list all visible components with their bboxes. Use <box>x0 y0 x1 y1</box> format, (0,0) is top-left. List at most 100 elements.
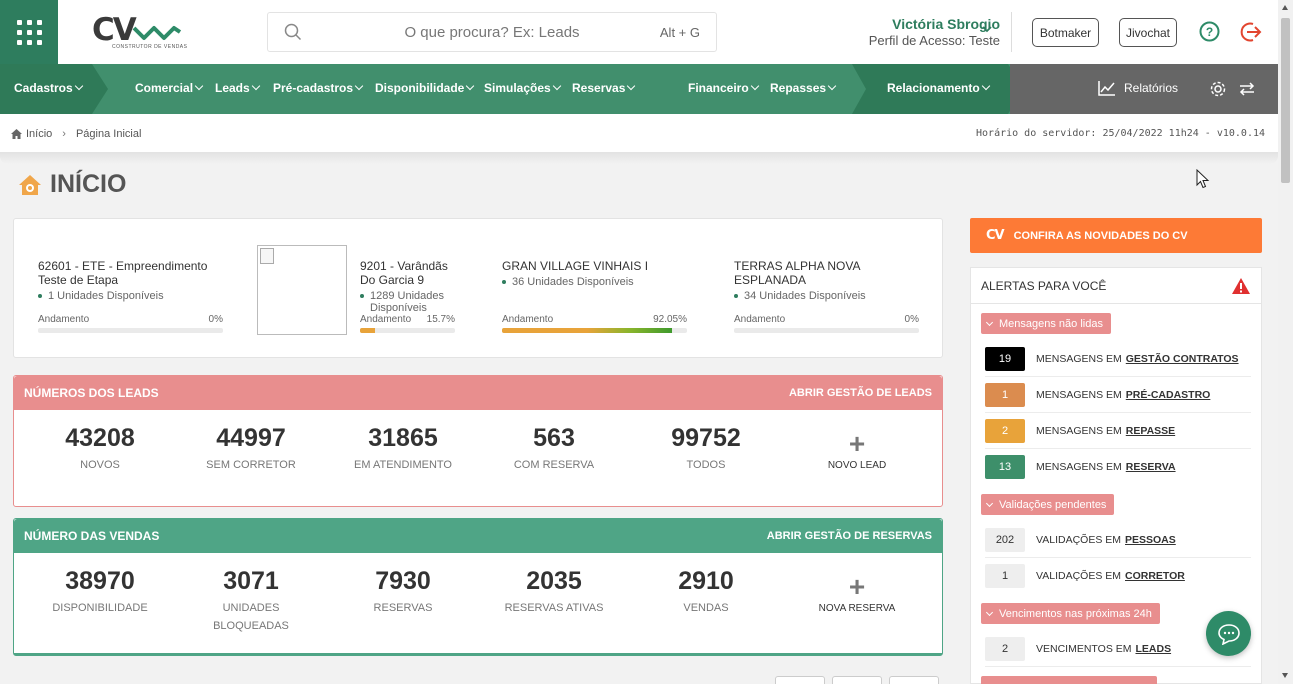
nav-segment <box>0 64 108 114</box>
new-reservation-button[interactable]: + NOVA RESERVA <box>782 573 932 615</box>
stat-label: RESERVAS ATIVAS <box>504 602 604 614</box>
chevron-down-icon[interactable] <box>982 26 992 34</box>
sales-panel-title: NÚMERO DAS VENDAS <box>24 529 160 543</box>
apps-menu-button[interactable] <box>0 0 58 64</box>
breadcrumb-home[interactable]: Início <box>26 128 53 140</box>
alert-row[interactable]: 202 VALIDAÇÕES EM PESSOAS <box>985 522 1251 558</box>
help-icon[interactable]: ? <box>1199 21 1220 42</box>
nav-simulacoes[interactable]: Simulações <box>484 81 561 95</box>
open-reservations-link[interactable]: ABRIR GESTÃO DE RESERVAS <box>766 530 932 542</box>
nav-cadastros[interactable]: Cadastros <box>14 81 83 95</box>
project-item[interactable]: 9201 - Varândãs Do Garcia 9 1289 Unidade… <box>360 259 455 314</box>
project-item[interactable]: TERRAS ALPHA NOVA ESPLANADA 34 Unidades … <box>734 259 919 302</box>
nav-reservas[interactable]: Reservas <box>572 81 636 95</box>
alert-link[interactable]: GESTÃO CONTRATOS <box>1125 352 1239 365</box>
mouse-cursor-icon <box>1196 169 1210 189</box>
scrollbar-thumb[interactable] <box>1281 18 1290 183</box>
alert-row[interactable]: 1 MENSAGENS EM PRÉ-CADASTRO <box>985 377 1251 413</box>
progress-value: 15.7% <box>426 314 455 325</box>
stat-value: 2035 <box>526 567 582 595</box>
swap-icon[interactable] <box>1239 81 1255 97</box>
breadcrumb-current: Página Inicial <box>75 128 142 140</box>
alert-row[interactable]: 13 MENSAGENS EM RESERVA <box>985 449 1251 485</box>
alert-row[interactable]: 19 MENSAGENS EM GESTÃO CONTRATOS <box>985 341 1251 377</box>
news-button[interactable]: CV CONFIRA AS NOVIDADES DO CV <box>970 218 1262 253</box>
nav-comercial[interactable]: Comercial <box>135 81 204 95</box>
group-toggle-messages[interactable]: Mensagens não lidas <box>981 313 1111 334</box>
stat-value: 43208 <box>65 424 135 452</box>
nav-label: Repasses <box>770 81 827 95</box>
stat-label: TODOS <box>686 459 726 471</box>
progress-bar: Andamento 0% <box>38 314 223 333</box>
nav-disponibilidade[interactable]: Disponibilidade <box>375 81 475 95</box>
chevron-right-icon: › <box>62 128 66 140</box>
nav-label: Relatórios <box>1124 81 1179 95</box>
alert-link[interactable]: RESERVA <box>1125 461 1176 473</box>
status-dot <box>502 280 506 284</box>
plus-icon: + <box>848 428 866 459</box>
alert-link[interactable]: REPASSE <box>1125 424 1176 437</box>
alert-row[interactable]: 2 MENSAGENS EM REPASSE <box>985 413 1251 449</box>
group-toggle[interactable] <box>981 676 1157 684</box>
top-header: CV CONSTRUTOR DE VENDAS O que procura? E… <box>0 0 1278 64</box>
stat-reservas-ativas[interactable]: 2035 RESERVAS ATIVAS <box>479 567 629 617</box>
stat-em-atendimento[interactable]: 31865 EM ATENDIMENTO <box>328 424 478 474</box>
botmaker-button[interactable]: Botmaker <box>1032 18 1099 47</box>
partial-button[interactable] <box>832 676 882 684</box>
group-toggle-due[interactable]: Vencimentos nas próximas 24h <box>981 603 1160 624</box>
stat-sem-corretor[interactable]: 44997 SEM CORRETOR <box>176 424 326 474</box>
divider <box>1011 12 1012 52</box>
alert-link[interactable]: PESSOAS <box>1125 533 1176 546</box>
stat-reservas[interactable]: 7930 RESERVAS <box>328 567 478 617</box>
home-gear-icon <box>19 174 41 195</box>
scroll-down-icon[interactable] <box>1282 673 1288 678</box>
user-menu[interactable]: Victória Sbrogio Perfil de Acesso: Teste <box>820 16 1000 48</box>
jivochat-button[interactable]: Jivochat <box>1119 18 1177 47</box>
nav-relatorios[interactable]: Relatórios <box>1098 80 1178 96</box>
stat-vendas[interactable]: 2910 VENDAS <box>631 567 781 617</box>
project-item[interactable]: GRAN VILLAGE VINHAIS I 36 Unidades Dispo… <box>502 259 687 288</box>
group-toggle-validations[interactable]: Validações pendentes <box>981 494 1115 515</box>
nav-pre-cadastros[interactable]: Pré-cadastros <box>273 81 364 95</box>
search-placeholder: O que procura? Ex: Leads <box>404 24 580 41</box>
count-badge: 2 <box>985 418 1025 443</box>
nav-relacionamento[interactable]: Relacionamento <box>887 81 990 95</box>
scroll-up-icon[interactable] <box>1282 5 1288 10</box>
status-dot <box>734 294 738 298</box>
alert-link[interactable]: LEADS <box>1135 642 1172 655</box>
chat-button[interactable] <box>1206 611 1251 656</box>
alert-text: VALIDAÇÕES EM <box>1036 533 1121 546</box>
partial-button[interactable] <box>889 676 939 684</box>
nav-financeiro[interactable]: Financeiro <box>688 81 759 95</box>
progress-label: Andamento <box>38 314 90 325</box>
stat-com-reserva[interactable]: 563 COM RESERVA <box>479 424 629 474</box>
stat-novos[interactable]: 43208 NOVOS <box>25 424 175 474</box>
scrollbar[interactable] <box>1278 0 1293 684</box>
svg-text:?: ? <box>1206 25 1213 39</box>
gear-icon[interactable] <box>1209 80 1227 98</box>
search-input[interactable]: O que procura? Ex: Leads Alt + G <box>267 12 717 52</box>
stat-unidades-bloqueadas[interactable]: 3071 UNIDADES BLOQUEADAS <box>176 567 326 635</box>
alert-row[interactable]: 2 VENCIMENTOS EM LEADS <box>985 631 1251 667</box>
stat-disponibilidade[interactable]: 38970 DISPONIBILIDADE <box>25 567 175 617</box>
stat-value: 31865 <box>368 424 438 452</box>
alert-text: MENSAGENS EM <box>1036 461 1122 473</box>
count-badge: 202 <box>985 527 1025 552</box>
news-button-label: CONFIRA AS NOVIDADES DO CV <box>1013 229 1188 242</box>
alert-link[interactable]: PRÉ-CADASTRO <box>1125 388 1211 401</box>
logo[interactable]: CV CONSTRUTOR DE VENDAS <box>92 12 187 54</box>
alert-link[interactable]: CORRETOR <box>1125 570 1185 582</box>
nav-repasses[interactable]: Repasses <box>770 81 837 95</box>
stat-label: EM ATENDIMENTO <box>354 459 452 471</box>
alert-row[interactable]: 1 VALIDAÇÕES EM CORRETOR <box>985 558 1251 594</box>
new-lead-button[interactable]: + NOVO LEAD <box>782 428 932 472</box>
project-item[interactable]: 62601 - ETE - Empreendimento Teste de Et… <box>38 259 218 302</box>
nav-leads[interactable]: Leads <box>215 81 260 95</box>
logout-icon[interactable] <box>1240 21 1262 43</box>
server-time: Horário do servidor: 25/04/2022 11h24 - … <box>976 128 1265 139</box>
page-title: INÍCIO <box>18 170 126 199</box>
stat-todos[interactable]: 99752 TODOS <box>631 424 781 474</box>
partial-button[interactable] <box>775 676 825 684</box>
open-leads-link[interactable]: ABRIR GESTÃO DE LEADS <box>788 387 932 399</box>
progress-value: 92.05% <box>653 314 687 325</box>
